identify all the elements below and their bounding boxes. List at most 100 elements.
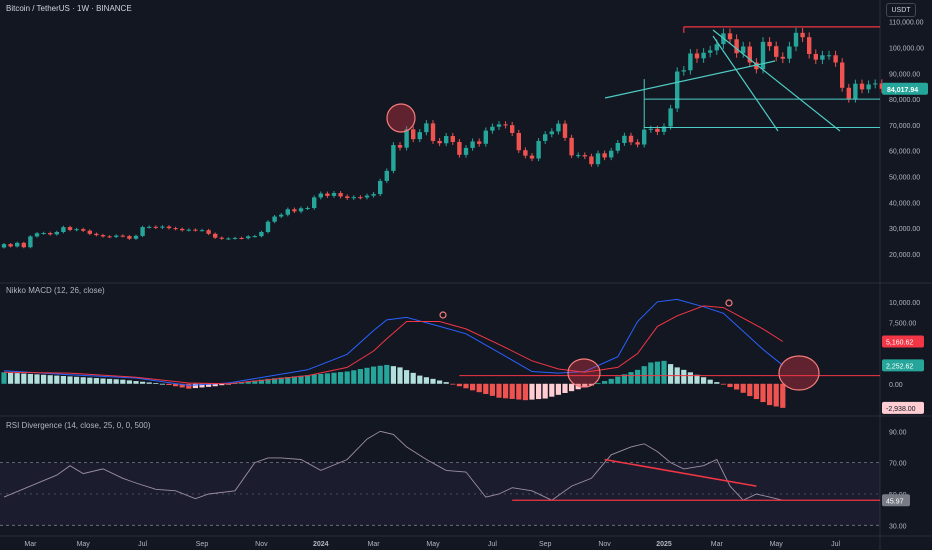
macd-histogram-bar xyxy=(324,373,330,384)
candle-body xyxy=(345,196,350,198)
macd-histogram-bar xyxy=(390,366,396,384)
macd-histogram-bar xyxy=(126,380,132,384)
candle-body xyxy=(595,153,601,165)
candle xyxy=(708,45,713,58)
macd-histogram-bar xyxy=(377,365,383,384)
candle-body xyxy=(477,141,482,144)
candle-body xyxy=(305,208,310,210)
candle xyxy=(840,58,845,92)
candle-body xyxy=(655,128,660,132)
candle-body xyxy=(483,130,488,144)
candle xyxy=(285,207,290,217)
macd-histogram-bar xyxy=(483,383,489,395)
candle-body xyxy=(34,233,40,237)
candle xyxy=(437,137,442,147)
candle xyxy=(411,126,416,143)
macd-histogram-bar xyxy=(338,372,344,384)
candle xyxy=(1,243,7,249)
rsi-tick-label: 70.00 xyxy=(889,461,907,468)
price-tick-label: 80,000.00 xyxy=(889,97,920,104)
macd-histogram-bar xyxy=(760,383,766,403)
macd-histogram-bar xyxy=(80,377,86,384)
candle-body xyxy=(681,70,686,72)
candle xyxy=(48,231,53,236)
candle-body xyxy=(523,150,528,156)
macd-histogram-bar xyxy=(351,370,357,384)
candle-body xyxy=(252,236,257,238)
macd-histogram-bar xyxy=(635,369,641,384)
candle xyxy=(648,125,653,133)
candle xyxy=(206,228,211,236)
rsi-pane[interactable] xyxy=(0,430,880,526)
macd-histogram-bar xyxy=(265,378,271,384)
macd-pane[interactable] xyxy=(1,298,880,408)
price-pane[interactable] xyxy=(1,26,884,249)
symbol-title[interactable]: Bitcoin / TetherUS · 1W · BINANCE xyxy=(6,4,132,13)
candle xyxy=(41,231,46,235)
candle-body xyxy=(694,53,700,59)
macd-histogram-bar xyxy=(113,379,119,384)
macd-histogram-bar xyxy=(41,374,47,384)
candle xyxy=(166,225,172,230)
candle xyxy=(384,168,389,184)
candle xyxy=(180,227,185,232)
candle xyxy=(246,235,251,240)
macd-signal-label: 5,160.62 xyxy=(886,339,913,346)
candle xyxy=(734,34,739,58)
candle-body xyxy=(292,209,297,212)
rsi-line xyxy=(3,430,783,501)
candle-body xyxy=(61,227,66,233)
candle xyxy=(800,27,805,43)
price-tick-label: 100,000.00 xyxy=(889,46,924,53)
candle xyxy=(589,153,594,167)
macd-histogram-bar xyxy=(707,379,713,384)
time-tick-label: 2025 xyxy=(656,541,672,548)
macd-indicator-title[interactable]: Nikko MACD (12, 26, close) xyxy=(6,286,105,295)
candle xyxy=(292,207,297,214)
candle xyxy=(8,243,13,248)
macd-signal-tag xyxy=(882,335,924,348)
candle xyxy=(516,129,521,154)
candle xyxy=(866,80,871,94)
candle-body xyxy=(259,232,264,237)
candle-body xyxy=(54,232,59,235)
candle xyxy=(34,231,40,238)
macd-histogram-bar xyxy=(621,374,627,384)
candle xyxy=(595,150,601,167)
candle-body xyxy=(166,226,172,229)
candle-body xyxy=(529,155,535,159)
candle-body xyxy=(840,62,845,88)
candle xyxy=(820,50,825,65)
candle-body xyxy=(213,233,218,238)
highlight-circle xyxy=(386,103,416,133)
macd-histogram-bar xyxy=(291,376,297,384)
candle xyxy=(793,27,799,52)
candle xyxy=(279,213,284,219)
candle xyxy=(747,41,752,67)
candle xyxy=(741,41,746,58)
macd-histogram-bar xyxy=(456,383,462,387)
macd-histogram-bar xyxy=(727,383,733,388)
rsi-indicator-title[interactable]: RSI Divergence (14, close, 25, 0, 0, 500… xyxy=(6,421,151,430)
candle xyxy=(496,121,502,130)
macd-histogram-bar xyxy=(67,376,73,384)
candle-body xyxy=(635,142,640,145)
candle xyxy=(694,48,700,63)
currency-button[interactable]: USDT xyxy=(886,3,916,17)
macd-histogram-label: -2,938.00 xyxy=(886,406,916,413)
candle xyxy=(74,227,79,232)
candle xyxy=(107,235,112,239)
candle-body xyxy=(622,135,627,143)
candle xyxy=(54,230,59,236)
candle xyxy=(767,37,772,51)
macd-cross-marker xyxy=(439,311,447,319)
candle-body xyxy=(430,123,436,141)
candle xyxy=(602,150,607,161)
macd-histogram-tag xyxy=(882,401,924,414)
candle-body xyxy=(94,233,99,236)
last-price-label: 84,017.94 xyxy=(887,87,918,94)
candle xyxy=(450,132,455,145)
candle xyxy=(859,79,865,94)
candle-body xyxy=(397,145,403,148)
candle-body xyxy=(470,141,475,148)
